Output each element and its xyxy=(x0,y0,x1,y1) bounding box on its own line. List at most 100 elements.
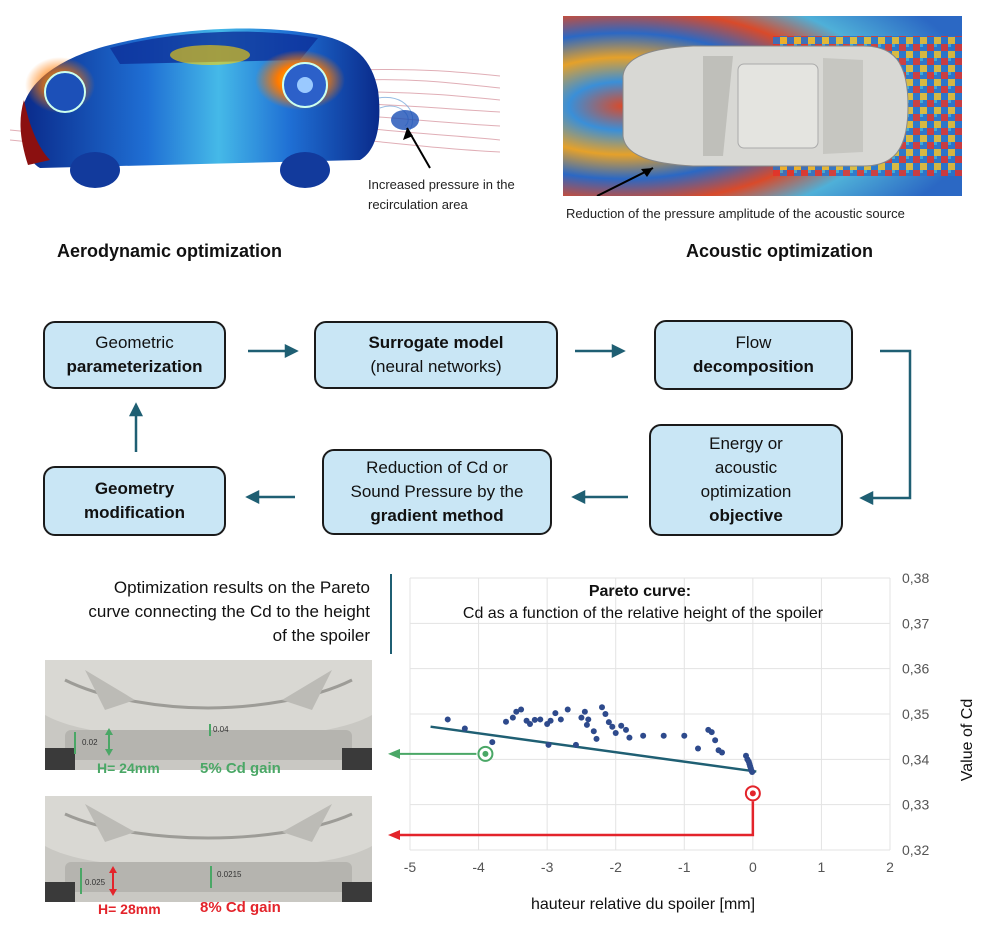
data-point xyxy=(623,726,629,733)
data-point xyxy=(583,721,590,728)
car-rear-image-2: 0.025 0.0215 xyxy=(45,796,372,902)
x-tick-label: -3 xyxy=(541,859,554,875)
objective-line4: objective xyxy=(709,506,783,525)
geom-mod-line1: Geometry xyxy=(94,479,175,498)
x-tick-label: 0 xyxy=(749,859,757,875)
data-points xyxy=(444,704,756,776)
flow-decomposition-box: Flow decomposition xyxy=(654,320,853,390)
y-tick-label: 0,32 xyxy=(902,842,929,858)
x-tick-label: -5 xyxy=(404,859,417,875)
reduction-line3: gradient method xyxy=(370,506,504,525)
surrogate-line2: (neural networks) xyxy=(370,357,502,376)
data-point xyxy=(578,714,585,721)
objective-line2: acoustic xyxy=(714,458,778,477)
data-point xyxy=(712,737,719,744)
data-point xyxy=(626,734,633,741)
red-connector xyxy=(400,801,755,837)
y-tick-label: 0,37 xyxy=(902,615,929,631)
acoustic-annotation: Reduction of the pressure amplitude of t… xyxy=(566,206,905,221)
chart-title: Pareto curve: xyxy=(589,583,691,600)
x-tick-label: -2 xyxy=(609,859,622,875)
data-point xyxy=(749,769,756,776)
y-tick-labels: 0,32 0,33 0,34 0,35 0,36 0,37 0,38 xyxy=(902,570,929,858)
data-point xyxy=(609,723,616,730)
car2-height-label: H= 28mm xyxy=(98,901,161,917)
surrogate-line1: Surrogate model xyxy=(368,333,504,352)
y-tick-label: 0,36 xyxy=(902,661,929,677)
car1-gain-label: 5% Cd gain xyxy=(200,760,281,777)
x-tick-label: -4 xyxy=(472,859,485,875)
data-point xyxy=(590,728,597,735)
data-point xyxy=(708,729,715,736)
car2-gain-label: 8% Cd gain xyxy=(200,899,281,916)
acoustic-simulation-image xyxy=(563,16,962,197)
aero-simulation-image xyxy=(0,0,501,205)
data-point xyxy=(640,732,647,739)
highlight-connectors xyxy=(388,748,755,840)
x-axis-label: hauteur relative du spoiler [mm] xyxy=(531,896,755,913)
x-tick-labels: -5 -4 -3 -2 -1 0 1 2 xyxy=(404,859,894,875)
results-divider xyxy=(390,574,392,654)
data-point xyxy=(444,716,451,723)
red-arrowhead xyxy=(388,830,400,840)
reduction-line2: Sound Pressure by the xyxy=(350,482,524,501)
y-tick-label: 0,38 xyxy=(902,570,929,586)
data-point xyxy=(572,741,579,748)
green-highlight-dot xyxy=(482,750,489,757)
flow-arrows xyxy=(128,343,912,506)
aero-title: Aerodynamic optimization xyxy=(57,241,283,261)
data-point xyxy=(681,732,688,739)
optimization-objective-box: Energy or acoustic optimization objectiv… xyxy=(649,424,843,536)
car-rear-image-1: 0.02 0.04 H= 24mm 5% Cd gain xyxy=(45,660,372,777)
y-tick-label: 0,34 xyxy=(902,751,929,767)
data-point xyxy=(518,706,525,713)
x-tick-label: 1 xyxy=(818,859,826,875)
data-point xyxy=(503,718,509,725)
data-point xyxy=(489,739,496,746)
y-axis-label: Value of Cd xyxy=(959,699,976,781)
data-point xyxy=(513,708,520,715)
geometry-modification-box: Geometry modification xyxy=(43,466,226,536)
geom-param-line1: Geometric xyxy=(95,333,174,352)
flow-decomp-line2: decomposition xyxy=(693,357,814,376)
y-tick-label: 0,35 xyxy=(902,706,929,722)
gradient-reduction-box: Reduction of Cd or Sound Pressure by the… xyxy=(322,449,552,535)
reduction-line1: Reduction of Cd or xyxy=(366,458,508,477)
data-point xyxy=(719,749,725,756)
aero-annotation: Increased pressure in the recirculation … xyxy=(368,177,515,212)
data-point xyxy=(602,711,609,717)
surrogate-model-box: Surrogate model (neural networks) xyxy=(314,321,558,389)
data-point xyxy=(557,716,564,723)
data-point xyxy=(599,704,605,711)
data-point xyxy=(545,741,552,748)
car1-height-label: H= 24mm xyxy=(97,760,160,776)
car2-tag-right: 0.0215 xyxy=(217,870,242,879)
data-point xyxy=(605,719,612,726)
red-highlight-dot xyxy=(749,790,756,797)
pareto-trend-line xyxy=(430,725,757,773)
data-point xyxy=(537,716,544,723)
car2-tag-left: 0.025 xyxy=(85,878,106,887)
geom-param-line2: parameterization xyxy=(66,357,203,376)
car1-tag-right: 0.04 xyxy=(213,725,229,734)
car1-tag-left: 0.02 xyxy=(82,738,98,747)
results-description: Optimization results on the Pareto curve… xyxy=(88,578,370,645)
data-point xyxy=(461,725,468,732)
data-point xyxy=(695,745,701,752)
data-point xyxy=(585,716,592,723)
data-point xyxy=(552,710,559,717)
data-point xyxy=(581,708,588,715)
chart-grid xyxy=(409,577,891,851)
data-point xyxy=(547,717,554,724)
pareto-chart: 0,32 0,33 0,34 0,35 0,36 0,37 0,38 -5 -4 -3 -2 -1 0… xyxy=(388,570,976,913)
chart-subtitle: Cd as a function of the relative height … xyxy=(463,605,824,622)
data-point xyxy=(531,716,538,723)
data-point xyxy=(564,706,571,713)
data-point xyxy=(612,730,619,737)
geom-mod-line2: modification xyxy=(83,503,186,522)
objective-line3: optimization xyxy=(700,482,792,501)
y-tick-label: 0,33 xyxy=(902,797,929,813)
highlight-markers xyxy=(477,745,761,802)
objective-line1: Energy or xyxy=(709,434,783,453)
data-point xyxy=(593,735,600,742)
